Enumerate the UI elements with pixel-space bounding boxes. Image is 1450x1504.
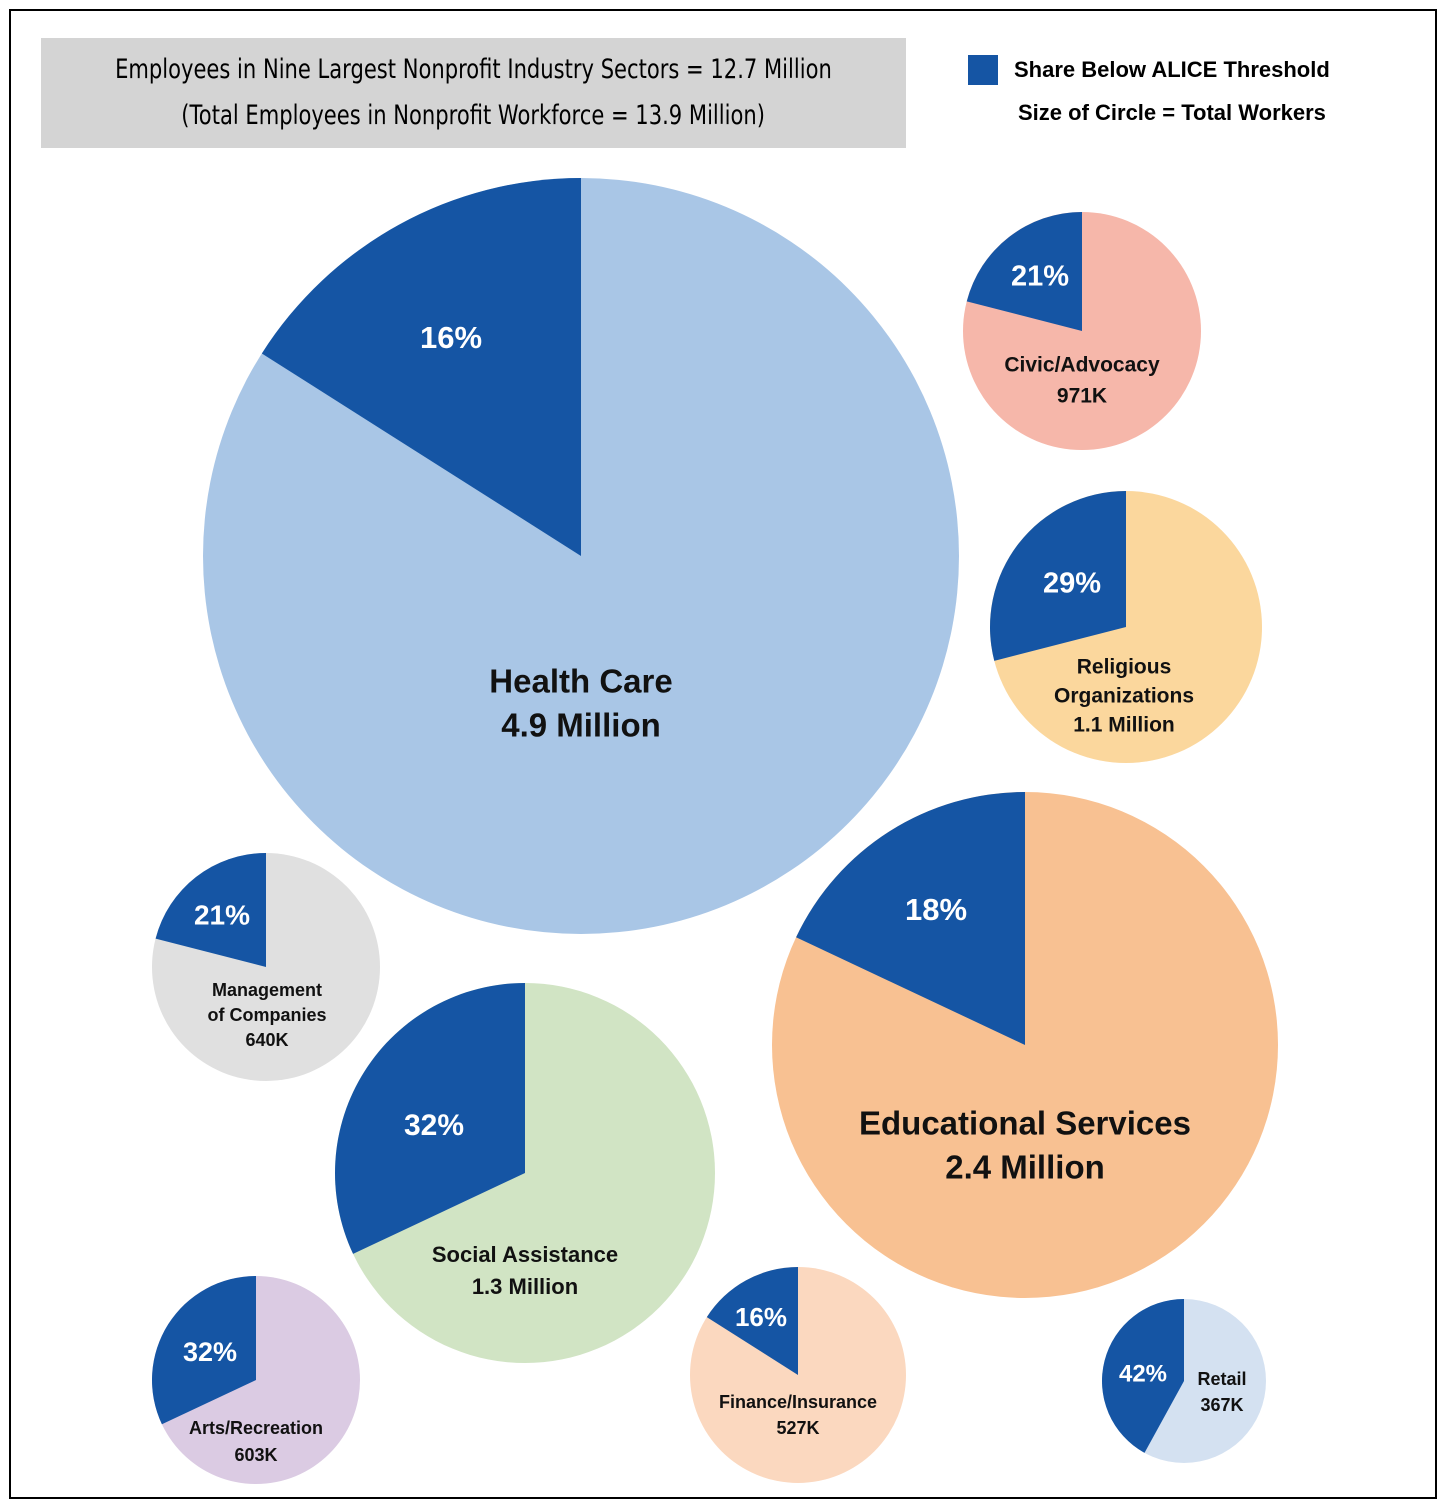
share-label-educational-services: 18% [905,892,967,927]
sector-name-retail: Retail [1197,1369,1246,1389]
pie-share-wedge-arts-recreation [152,1276,256,1425]
sector-name-management-of-companies: of Companies [207,1005,326,1025]
sector-name-civic-advocacy: Civic/Advocacy [1004,354,1160,377]
sector-total-management-of-companies: 640K [245,1030,288,1050]
sector-total-finance-insurance: 527K [776,1418,819,1438]
chart-title-line-1: Employees in Nine Largest Nonprofit Indu… [115,54,832,85]
sector-name-social-assistance: Social Assistance [432,1242,618,1267]
sector-total-retail: 367K [1200,1395,1243,1415]
sector-total-religious-organizations: 1.1 Million [1073,714,1175,737]
sector-name-educational-services: Educational Services [859,1105,1191,1142]
share-label-finance-insurance: 16% [735,1302,787,1332]
share-label-arts-recreation: 32% [183,1337,237,1367]
pie-arts-recreation [152,1276,360,1484]
sector-name-religious-organizations: Organizations [1054,685,1194,708]
sector-name-religious-organizations: Religious [1077,656,1172,679]
sector-total-social-assistance: 1.3 Million [472,1274,578,1299]
legend-label-size: Size of Circle = Total Workers [1018,100,1326,125]
pie-finance-insurance [690,1267,906,1483]
pie-share-wedge-social-assistance [334,983,525,1254]
pie-share-wedge-finance-insurance [706,1267,798,1375]
sector-name-health-care: Health Care [489,663,672,700]
pie-educational-services [772,792,1278,1298]
sector-name-arts-recreation: Arts/Recreation [189,1418,323,1438]
sector-total-health-care: 4.9 Million [501,707,661,744]
pie-retail [1102,1299,1266,1463]
sector-total-educational-services: 2.4 Million [945,1149,1105,1186]
pie-management-of-companies [152,853,380,1081]
chart-frame [9,9,1437,1499]
sector-name-finance-insurance: Finance/Insurance [719,1392,877,1412]
share-label-management-of-companies: 21% [194,899,250,930]
share-label-health-care: 16% [420,320,482,355]
pie-health-care [203,178,959,934]
share-label-social-assistance: 32% [404,1109,464,1142]
legend-label-share: Share Below ALICE Threshold [1014,57,1330,82]
pie-share-wedge-health-care [261,178,581,556]
sector-total-civic-advocacy: 971K [1057,385,1107,408]
pie-share-wedge-educational-services [796,792,1025,1045]
pie-civic-advocacy [963,212,1201,450]
share-label-civic-advocacy: 21% [1011,261,1069,293]
pie-share-wedge-retail [1102,1299,1184,1453]
chart-title-line-2: (Total Employees in Nonprofit Workforce … [181,100,766,131]
share-label-religious-organizations: 29% [1043,568,1101,600]
sector-name-management-of-companies: Management [212,980,322,1000]
share-label-retail: 42% [1119,1360,1167,1387]
legend: Share Below ALICE Threshold Size of Circ… [968,52,1388,126]
pie-religious-organizations [990,491,1262,763]
pie-share-wedge-civic-advocacy [966,212,1082,331]
sector-total-arts-recreation: 603K [234,1445,277,1465]
legend-item-share: Share Below ALICE Threshold [968,52,1388,88]
pie-share-wedge-religious-organizations [990,491,1126,661]
pie-share-wedge-management-of-companies [155,853,266,967]
legend-swatch [968,55,998,85]
chart-title-box: Employees in Nine Largest Nonprofit Indu… [41,38,906,148]
pie-social-assistance [334,983,715,1363]
